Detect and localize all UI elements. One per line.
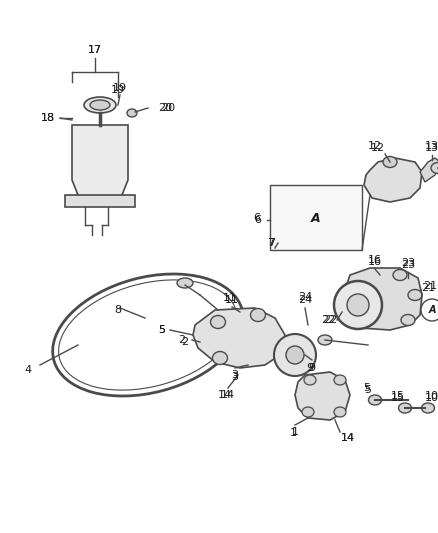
Text: 14: 14 — [218, 390, 232, 400]
Text: 22: 22 — [323, 315, 337, 325]
Ellipse shape — [334, 375, 346, 385]
Text: 2: 2 — [181, 337, 189, 347]
Text: 18: 18 — [41, 113, 55, 123]
Polygon shape — [420, 158, 438, 182]
Ellipse shape — [212, 351, 227, 365]
Ellipse shape — [393, 270, 407, 280]
Text: 24: 24 — [298, 292, 312, 302]
Text: 3: 3 — [232, 370, 239, 380]
Text: 19: 19 — [113, 83, 127, 93]
Ellipse shape — [421, 403, 434, 413]
Text: 9: 9 — [307, 363, 314, 373]
Bar — [270, 185, 362, 250]
Text: 21: 21 — [423, 281, 437, 291]
Text: 13: 13 — [425, 143, 438, 153]
Bar — [65, 195, 135, 207]
Ellipse shape — [274, 334, 316, 376]
Text: 5: 5 — [364, 383, 371, 393]
Text: 5: 5 — [364, 385, 371, 395]
Ellipse shape — [368, 395, 381, 405]
Text: 10: 10 — [425, 393, 438, 403]
Text: 19: 19 — [111, 85, 125, 95]
Ellipse shape — [302, 407, 314, 417]
Text: 20: 20 — [158, 103, 172, 113]
Ellipse shape — [347, 294, 369, 316]
Ellipse shape — [431, 163, 438, 174]
Text: 14: 14 — [341, 433, 355, 443]
Ellipse shape — [334, 281, 382, 329]
Ellipse shape — [286, 346, 304, 364]
Text: 21: 21 — [421, 283, 435, 293]
Ellipse shape — [177, 278, 193, 288]
Ellipse shape — [127, 109, 137, 117]
Ellipse shape — [251, 309, 265, 321]
Ellipse shape — [383, 157, 397, 167]
Text: 4: 4 — [25, 365, 32, 375]
Text: 1: 1 — [292, 427, 299, 437]
Text: 14: 14 — [341, 433, 355, 443]
Ellipse shape — [401, 314, 415, 326]
Text: 16: 16 — [368, 255, 382, 265]
Text: 20: 20 — [161, 103, 175, 113]
Text: 5: 5 — [159, 325, 166, 335]
Text: 1: 1 — [290, 428, 297, 438]
Ellipse shape — [90, 100, 110, 110]
Polygon shape — [364, 158, 422, 202]
Polygon shape — [193, 308, 285, 368]
Text: A: A — [311, 212, 321, 224]
Ellipse shape — [421, 299, 438, 321]
Text: 10: 10 — [425, 391, 438, 401]
Text: 17: 17 — [88, 45, 102, 55]
Polygon shape — [342, 268, 422, 330]
Text: 8: 8 — [114, 305, 122, 315]
Text: 5: 5 — [159, 325, 166, 335]
Text: 23: 23 — [401, 258, 415, 268]
Text: 14: 14 — [221, 390, 235, 400]
Ellipse shape — [318, 335, 332, 345]
Ellipse shape — [334, 407, 346, 417]
Ellipse shape — [304, 375, 316, 385]
Text: 7: 7 — [268, 238, 275, 248]
Text: 15: 15 — [391, 393, 405, 403]
Text: 17: 17 — [88, 45, 102, 55]
Text: 11: 11 — [223, 293, 237, 303]
Text: 22: 22 — [321, 315, 335, 325]
Text: 12: 12 — [371, 143, 385, 153]
Text: 11: 11 — [225, 295, 239, 305]
Ellipse shape — [211, 316, 226, 328]
Ellipse shape — [408, 289, 422, 301]
Text: 16: 16 — [368, 257, 382, 267]
Polygon shape — [295, 372, 350, 420]
Ellipse shape — [399, 403, 411, 413]
Text: 18: 18 — [41, 113, 55, 123]
Text: 12: 12 — [368, 141, 382, 151]
Text: 15: 15 — [391, 391, 405, 401]
Text: A: A — [428, 305, 436, 315]
Polygon shape — [72, 125, 128, 200]
Ellipse shape — [84, 97, 116, 113]
Text: 6: 6 — [254, 215, 261, 225]
Text: 23: 23 — [401, 260, 415, 270]
Text: 3: 3 — [232, 372, 239, 382]
Text: 13: 13 — [425, 141, 438, 151]
Text: 9: 9 — [308, 363, 315, 373]
Text: 7: 7 — [268, 238, 276, 248]
Text: 24: 24 — [298, 295, 312, 305]
Text: 6: 6 — [254, 213, 261, 223]
Text: 2: 2 — [178, 335, 186, 345]
